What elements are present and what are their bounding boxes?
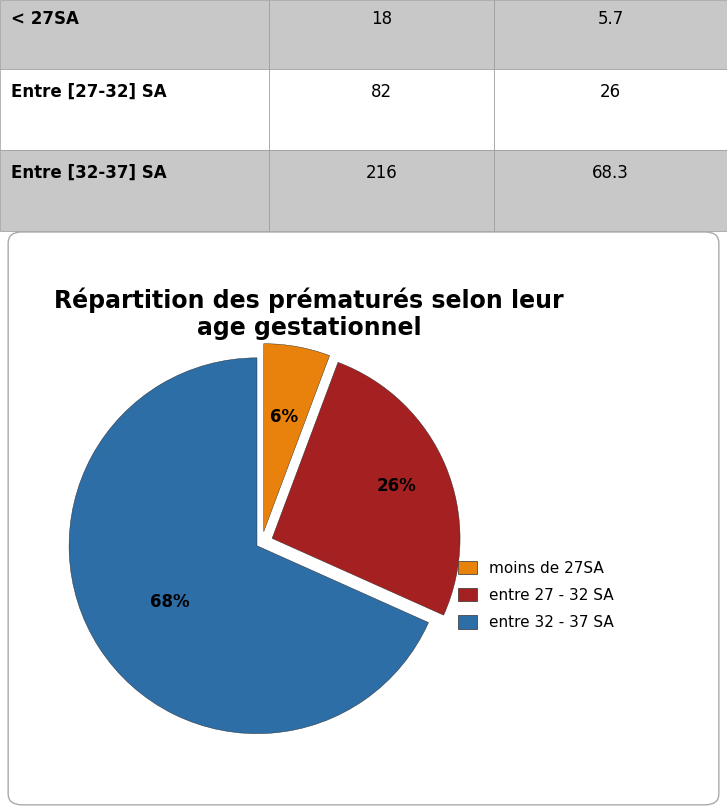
Text: 68.3: 68.3 <box>593 164 629 181</box>
FancyBboxPatch shape <box>269 150 494 231</box>
FancyBboxPatch shape <box>269 0 494 70</box>
Wedge shape <box>69 358 428 734</box>
Text: 82: 82 <box>371 83 393 101</box>
Text: 26%: 26% <box>377 477 417 495</box>
FancyBboxPatch shape <box>269 70 494 150</box>
Text: 26: 26 <box>600 83 622 101</box>
Text: Entre [32-37] SA: Entre [32-37] SA <box>11 164 166 181</box>
Legend: moins de 27SA, entre 27 - 32 SA, entre 32 - 37 SA: moins de 27SA, entre 27 - 32 SA, entre 3… <box>459 561 614 630</box>
Text: < 27SA: < 27SA <box>11 11 79 28</box>
Text: Répartition des prématurés selon leur
age gestationnel: Répartition des prématurés selon leur ag… <box>54 287 563 340</box>
FancyBboxPatch shape <box>0 0 269 70</box>
Text: 216: 216 <box>366 164 398 181</box>
Text: Entre [27-32] SA: Entre [27-32] SA <box>11 83 166 101</box>
FancyBboxPatch shape <box>494 150 727 231</box>
Text: 68%: 68% <box>150 593 190 611</box>
Text: 5.7: 5.7 <box>598 11 624 28</box>
FancyBboxPatch shape <box>0 150 269 231</box>
Text: 6%: 6% <box>270 408 299 426</box>
FancyBboxPatch shape <box>494 70 727 150</box>
FancyBboxPatch shape <box>8 232 719 805</box>
Text: 18: 18 <box>371 11 393 28</box>
FancyBboxPatch shape <box>494 0 727 70</box>
Wedge shape <box>272 362 460 615</box>
FancyBboxPatch shape <box>0 70 269 150</box>
Wedge shape <box>264 343 329 531</box>
